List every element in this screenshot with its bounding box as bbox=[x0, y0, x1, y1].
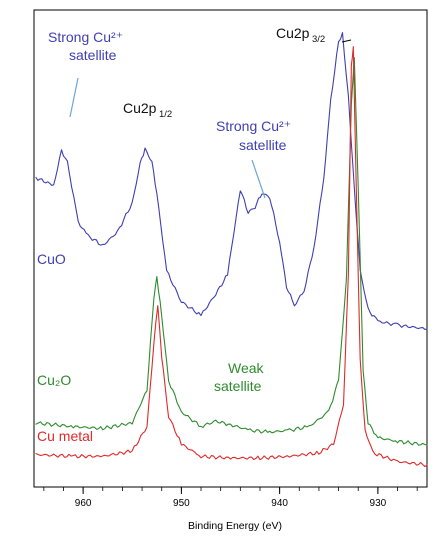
peak-label-cu2p32: Cu2p 3/2 bbox=[276, 25, 325, 45]
strong-satellite-left-line2: satellite bbox=[69, 47, 117, 63]
strong-satellite-left-line1: Strong Cu²⁺ bbox=[48, 29, 123, 45]
series-line-cu-metal bbox=[35, 46, 428, 468]
peak-label-cu2p12-sub: 1/2 bbox=[159, 109, 172, 120]
series-layer bbox=[35, 32, 428, 468]
series-label-cu-metal: Cu metal bbox=[37, 428, 93, 444]
weak-satellite-line1: Weak bbox=[228, 360, 265, 376]
x-tick-layer: 960 950 940 930 bbox=[43, 487, 418, 509]
strong-satellite-right-line1: Strong Cu²⁺ bbox=[216, 118, 291, 134]
x-tick-label: 930 bbox=[370, 498, 387, 509]
x-tick-label: 950 bbox=[173, 498, 190, 509]
x-axis-title: Binding Energy (eV) bbox=[188, 520, 282, 532]
series-line-cu2o bbox=[35, 57, 428, 446]
callout-line-p32 bbox=[341, 39, 352, 43]
peak-label-cu2p32-main: Cu2p bbox=[276, 25, 310, 41]
annotation-callouts bbox=[69, 39, 352, 199]
weak-satellite-line2: satellite bbox=[214, 378, 262, 394]
x-tick-label: 960 bbox=[75, 498, 92, 509]
strong-satellite-right-line2: satellite bbox=[239, 137, 287, 153]
text-annotations: Strong Cu²⁺ satellite Strong Cu²⁺ satell… bbox=[37, 25, 325, 444]
callout-line-strong-left bbox=[69, 77, 79, 118]
series-label-cuo: CuO bbox=[37, 251, 66, 267]
plot-frame bbox=[33, 9, 428, 488]
series-label-cu2o: Cu₂O bbox=[37, 372, 71, 388]
peak-label-cu2p32-sub: 3/2 bbox=[312, 34, 325, 45]
peak-label-cu2p12: Cu2p 1/2 bbox=[123, 100, 172, 120]
peak-label-cu2p12-main: Cu2p bbox=[123, 100, 157, 116]
callout-line-strong-right bbox=[251, 159, 266, 199]
x-tick-label: 940 bbox=[271, 498, 288, 509]
series-line-cuo bbox=[35, 32, 428, 330]
